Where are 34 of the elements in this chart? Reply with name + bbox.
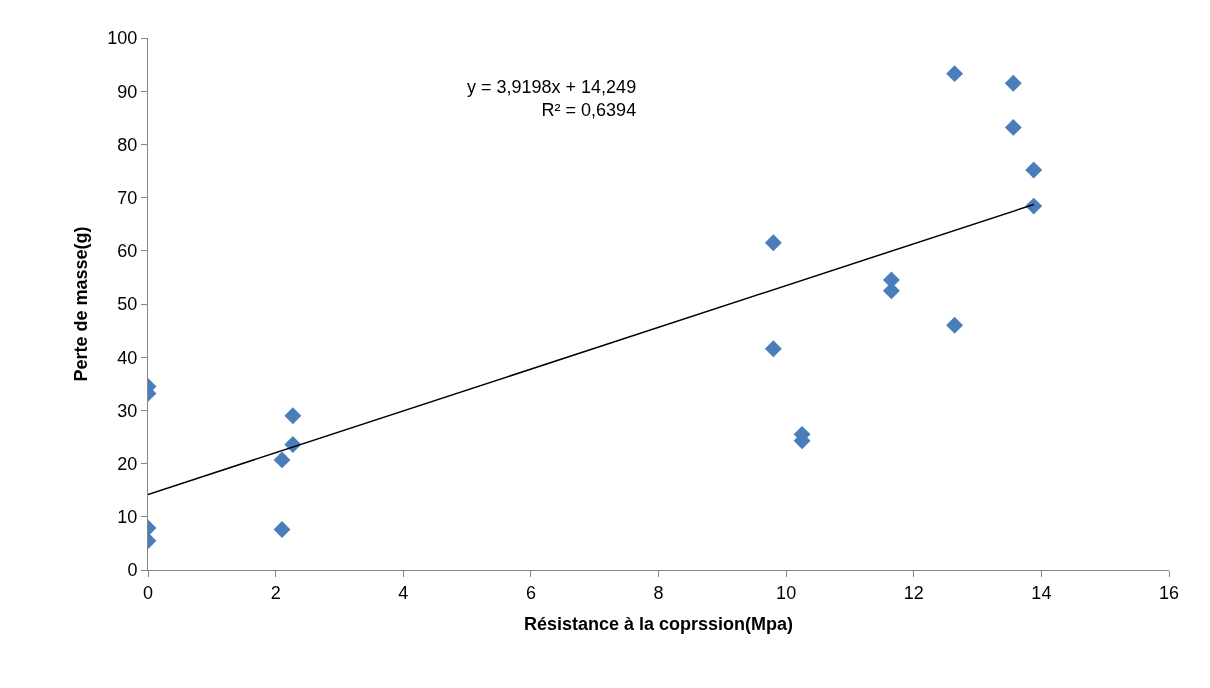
- y-tick-label: 80: [117, 134, 138, 155]
- point: [284, 407, 302, 425]
- annotation: y = 3,9198x + 14,249 R² = 0,6394: [467, 77, 637, 121]
- x-tick-label: 2: [270, 582, 281, 603]
- y-tick-label: 90: [117, 81, 138, 102]
- x-tick-label: 10: [776, 582, 797, 603]
- y-tick-label: 20: [117, 453, 138, 474]
- point: [764, 340, 782, 358]
- point: [1004, 74, 1022, 92]
- y-tick-label: 60: [117, 241, 138, 262]
- point: [1025, 161, 1043, 179]
- y-tick-label: 30: [117, 400, 138, 421]
- point: [273, 521, 291, 539]
- point: [764, 234, 782, 252]
- y-tick-label: 40: [117, 347, 138, 368]
- point: [946, 316, 964, 334]
- x-axis-title: Résistance à la coprssion(Mpa): [523, 613, 794, 634]
- y-tick-label: 50: [117, 294, 138, 315]
- x-tick-label: 0: [142, 582, 154, 603]
- y-tick-label: 100: [107, 28, 138, 49]
- x-tick-label: 6: [525, 582, 536, 603]
- point: [1004, 118, 1022, 136]
- point: [946, 65, 964, 83]
- point: [273, 451, 291, 469]
- x-tick-label: 4: [398, 582, 409, 603]
- y-tick-label: 0: [127, 560, 138, 581]
- x-tick-label: 16: [1158, 582, 1180, 603]
- x-tick-label: 8: [653, 582, 664, 603]
- y-axis-title: Perte de masse(g): [70, 226, 91, 382]
- y-tick-label: 10: [117, 507, 138, 528]
- x-tick-label: 12: [903, 582, 924, 603]
- y-tick-label: 70: [117, 187, 138, 208]
- x-tick-label: 14: [1031, 582, 1052, 603]
- point: [1025, 197, 1043, 215]
